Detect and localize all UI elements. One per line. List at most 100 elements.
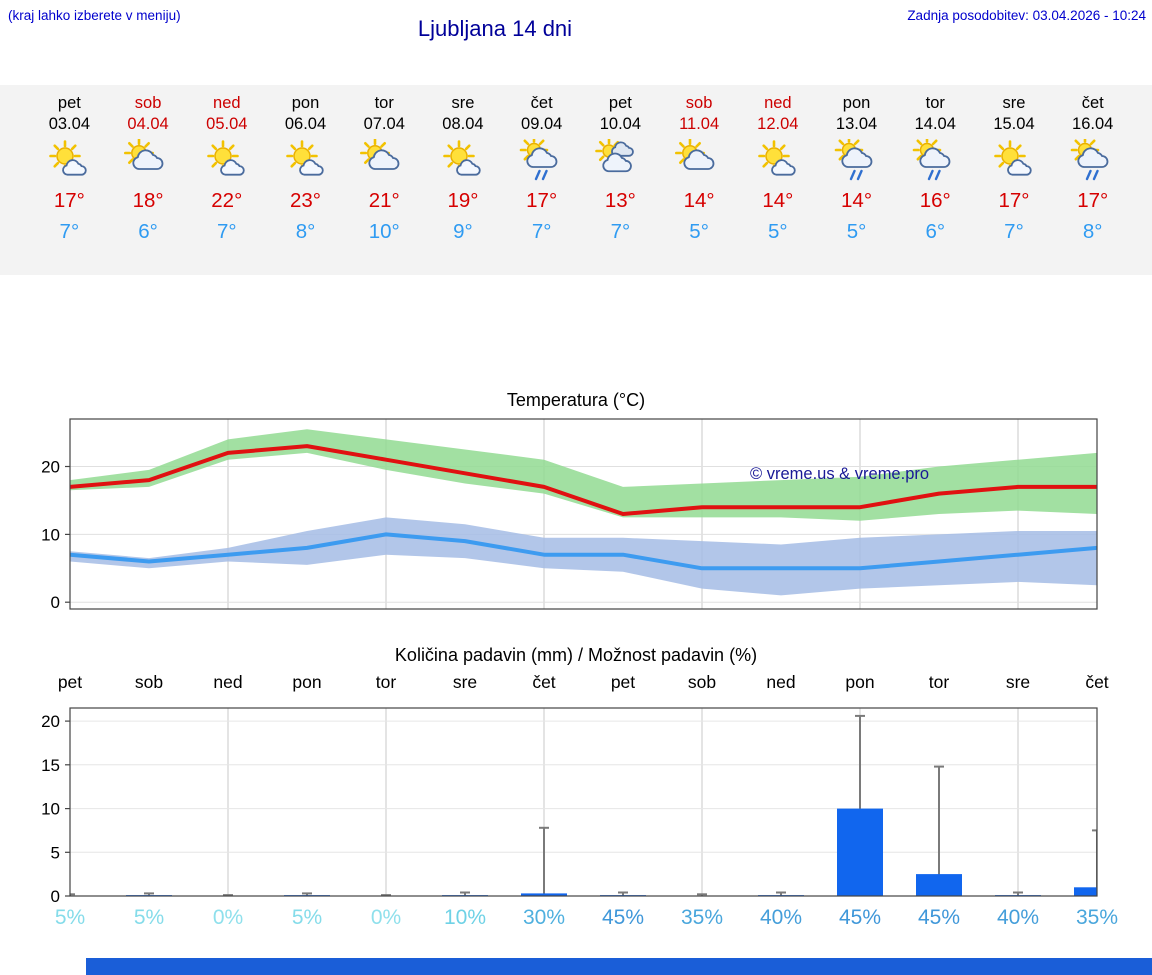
low-temp: 5°	[768, 220, 788, 243]
menu-note: (kraj lahko izberete v meniju)	[8, 8, 181, 23]
weather-icon-cloud-sun	[345, 137, 424, 187]
forecast-day-05.04: ned 05.04 22° 7°	[187, 85, 266, 275]
precip-day-label: ned	[766, 672, 795, 692]
low-temp: 7°	[59, 220, 80, 243]
day-name: sob	[134, 94, 162, 112]
forecast-day-04.04: sob 04.04 18° 6°	[109, 85, 188, 275]
precip-day-label: čet	[532, 672, 555, 692]
precip-ytick-label: 10	[41, 800, 60, 819]
day-name: sre	[1002, 94, 1026, 112]
precip-day-label: pet	[611, 672, 635, 692]
precip-probability-label: 40%	[997, 906, 1039, 929]
day-name: ned	[213, 94, 241, 112]
temp-ytick-label: 0	[51, 593, 60, 612]
high-temp: 17°	[998, 189, 1030, 212]
day-date: 13.04	[835, 115, 878, 133]
temperature-chart-title: Temperatura (°C)	[506, 390, 646, 410]
high-temp: 14°	[683, 189, 715, 212]
low-temp: 7°	[1004, 220, 1024, 243]
precip-ytick-label: 15	[41, 756, 60, 775]
day-date: 03.04	[48, 115, 90, 133]
weather-icon-sun-cloud-rain	[896, 137, 975, 187]
forecast-strip: pet 03.04 17° 7° sob 04.04 18° 6° ned 05.04 22° 7° p…	[0, 85, 1152, 275]
precip-probability-label: 35%	[1076, 906, 1118, 929]
low-temp: 10°	[368, 220, 400, 243]
last-update-timestamp: Zadnja posodobitev: 03.04.2026 - 10:24	[907, 8, 1146, 23]
precipitation-chart: pet sob ned pon tor sre čet pet sob ned pon tor sre č…	[41, 672, 1118, 929]
precip-probability-label: 0%	[371, 906, 401, 929]
precip-day-label: tor	[376, 672, 397, 692]
day-name: pet	[608, 94, 632, 112]
page-title: Ljubljana 14 dni	[417, 16, 573, 41]
precip-ytick-label: 0	[51, 887, 60, 906]
precip-probability-label: 10%	[444, 906, 486, 929]
weather-icon-sun-cloud-rain	[502, 137, 581, 187]
day-name: sre	[451, 94, 475, 112]
forecast-day-07.04: tor 07.04 21° 10°	[345, 85, 424, 275]
footer-bar	[86, 958, 1152, 975]
low-temp: 6°	[138, 220, 158, 243]
weather-icon-cloudy	[581, 137, 660, 187]
day-name: ned	[764, 94, 792, 112]
day-date: 16.04	[1072, 115, 1114, 133]
weather-icon-cloud-sun	[109, 137, 188, 187]
high-temp: 18°	[132, 189, 164, 212]
precip-day-label: sre	[453, 672, 477, 692]
low-temp: 5°	[689, 220, 709, 243]
high-temp: 23°	[290, 189, 322, 212]
precip-probability-label: 45%	[918, 906, 960, 929]
day-name: pon	[291, 94, 320, 112]
low-temp: 8°	[1082, 220, 1103, 243]
temp-line	[70, 532, 1097, 571]
page-header: (kraj lahko izberete v meniju) Ljubljana…	[0, 0, 1152, 85]
forecast-day-13.04: pon 13.04 14° 5°	[817, 85, 896, 275]
precipitation-chart-title: Količina padavin (mm) / Možnost padavin …	[394, 645, 758, 665]
day-date: 07.04	[363, 115, 405, 133]
weather-icon-sun-cloud	[30, 137, 109, 187]
low-temp: 8°	[295, 220, 316, 243]
weather-icon-sun-cloud-rain	[817, 137, 896, 187]
precip-ytick-label: 5	[51, 843, 60, 862]
forecast-day-10.04: pet 10.04 13° 7°	[581, 85, 660, 275]
precip-day-label: pon	[292, 672, 321, 692]
day-name: čet	[1081, 94, 1104, 112]
precip-probability-label: 5%	[292, 906, 322, 929]
precip-day-label: čet	[1085, 672, 1108, 692]
day-date: 04.04	[127, 115, 169, 133]
weather-icon-cloud-sun	[660, 137, 739, 187]
precip-probability-label: 30%	[523, 906, 565, 929]
precip-probability-label: 45%	[602, 906, 644, 929]
high-temp: 22°	[211, 189, 243, 212]
day-date: 06.04	[284, 115, 327, 133]
low-temp: 7°	[216, 220, 237, 243]
temperature-chart: 0 10 20 © vreme.us & vreme.pro	[41, 418, 1098, 612]
precip-day-label: sob	[135, 672, 163, 692]
precip-probability-label: 0%	[213, 906, 243, 929]
low-temp: 7°	[610, 220, 631, 243]
forecast-day-15.04: sre 15.04 17° 7°	[975, 85, 1054, 275]
weather-icon-sun-cloud	[266, 137, 345, 187]
forecast-day-12.04: ned 12.04 14° 5°	[738, 85, 817, 275]
precip-day-label: tor	[929, 672, 950, 692]
day-date: 11.04	[679, 115, 720, 133]
high-temp: 13°	[604, 189, 636, 212]
weather-icon-sun-cloud	[975, 137, 1054, 187]
weather-icon-sun-cloud-rain	[1053, 137, 1132, 187]
forecast-day-16.04: čet 16.04 17° 8°	[1053, 85, 1132, 275]
day-date: 12.04	[757, 115, 799, 133]
forecast-day-08.04: sre 08.04 19° 9°	[424, 85, 503, 275]
precip-day-label: sob	[688, 672, 716, 692]
temp-ytick-label: 20	[41, 458, 60, 477]
forecast-day-03.04: pet 03.04 17° 7°	[30, 85, 109, 275]
precip-probability-label: 35%	[681, 906, 723, 929]
high-temp: 17°	[526, 189, 558, 212]
precip-ytick-label: 20	[41, 712, 60, 731]
day-date: 10.04	[599, 115, 642, 133]
day-date: 05.04	[206, 115, 248, 133]
precip-bar	[916, 874, 962, 896]
high-temp: 14°	[762, 189, 794, 212]
watermark: © vreme.us & vreme.pro	[750, 465, 929, 483]
precip-probability-label: 40%	[760, 906, 802, 929]
day-name: pet	[57, 94, 81, 112]
precip-day-label: ned	[213, 672, 242, 692]
